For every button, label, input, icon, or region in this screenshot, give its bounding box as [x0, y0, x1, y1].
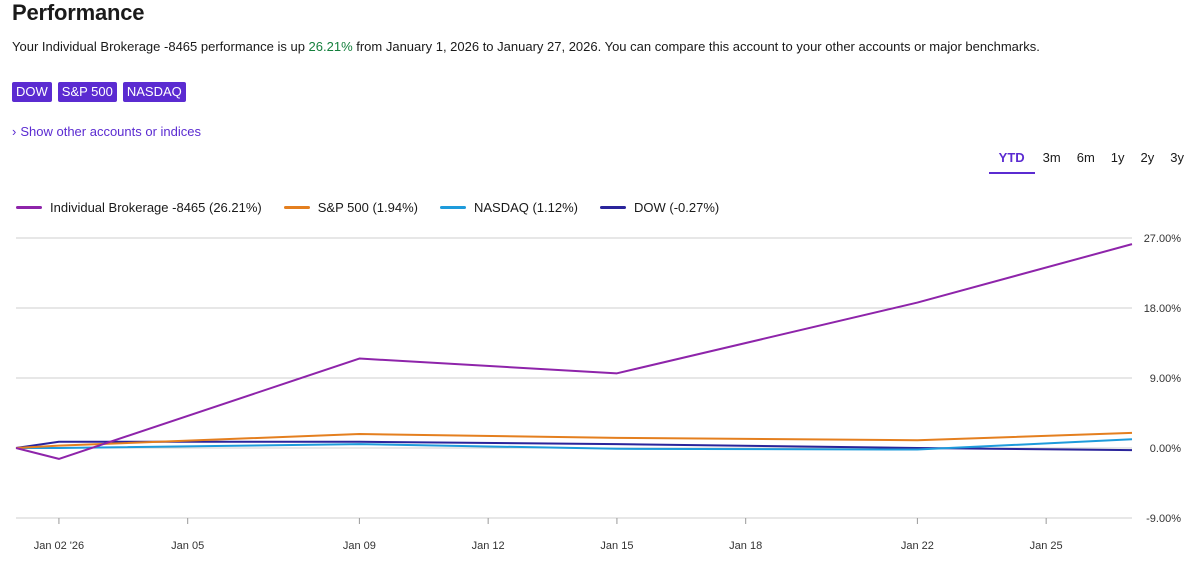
chart-legend: Individual Brokerage -8465 (26.21%) S&P …: [16, 200, 719, 215]
y-tick-label: 0.00%: [1150, 443, 1181, 455]
summary-percent: 26.21%: [308, 39, 353, 54]
benchmark-chips: DOW S&P 500 NASDAQ: [12, 82, 186, 102]
legend-swatch: [439, 206, 466, 209]
page-title: Performance: [12, 0, 145, 25]
legend-label: S&P 500 (1.94%): [317, 200, 418, 215]
performance-summary: Your Individual Brokerage -8465 performa…: [12, 39, 1040, 54]
series-line: [15, 431, 1133, 449]
summary-prefix: Your Individual Brokerage -8465 performa…: [12, 39, 309, 54]
x-tick-label: Jan 12: [472, 540, 505, 552]
legend-swatch: [283, 206, 310, 209]
legend-item: DOW (-0.27%): [600, 200, 719, 215]
chip-sp500[interactable]: S&P 500: [57, 82, 117, 102]
legend-label: NASDAQ (1.12%): [473, 200, 579, 215]
y-tick-label: 9.00%: [1150, 373, 1181, 385]
tab-range[interactable]: 6m: [1076, 150, 1095, 165]
tab-range[interactable]: 3m: [1042, 150, 1061, 165]
series-line: [15, 243, 1133, 460]
show-other-label: Show other accounts or indices: [20, 124, 201, 139]
chart-series: [15, 243, 1133, 460]
chart-grid: 27.00% 18.00% 9.00% 0.00% -9.00%: [16, 233, 1181, 525]
chip-dow[interactable]: DOW: [12, 82, 52, 102]
x-tick-label: Jan 05: [171, 540, 204, 552]
legend-item: Individual Brokerage -8465 (26.21%): [16, 200, 262, 215]
x-axis: Jan 02 '26 Jan 05 Jan 09 Jan 12 Jan 15 Jan 18…: [34, 518, 1063, 552]
y-tick-label: 27.00%: [1144, 233, 1182, 245]
legend-swatch: [600, 206, 627, 209]
y-tick-label: -9.00%: [1146, 513, 1181, 525]
tab-range[interactable]: 3y: [1170, 150, 1184, 165]
legend-item: NASDAQ (1.12%): [439, 200, 579, 215]
tab-range[interactable]: 1y: [1110, 150, 1125, 165]
chip-nasdaq[interactable]: NASDAQ: [122, 82, 186, 102]
x-tick-label: Jan 02 '26: [34, 540, 84, 552]
y-tick-label: 18.00%: [1144, 303, 1182, 315]
x-tick-label: Jan 09: [343, 540, 376, 552]
legend-swatch: [16, 206, 42, 209]
x-tick-label: Jan 18: [729, 540, 762, 552]
tab-range[interactable]: YTD: [988, 150, 1035, 174]
legend-label: Individual Brokerage -8465 (26.21%): [50, 200, 262, 215]
x-tick-label: Jan 25: [1030, 540, 1063, 552]
legend-item: S&P 500 (1.94%): [283, 200, 418, 215]
time-range-tabs: YTD 3m 6m 1y 2y 3y: [988, 150, 1192, 174]
summary-suffix: from January 1, 2026 to January 27, 2026…: [352, 39, 1040, 54]
x-tick-label: Jan 15: [600, 540, 633, 552]
show-other-link[interactable]: › Show other accounts or indices: [12, 124, 201, 139]
x-tick-label: Jan 22: [901, 540, 934, 552]
series-line: [16, 438, 1133, 451]
chevron-right-icon: ›: [12, 124, 17, 139]
legend-label: DOW (-0.27%): [634, 200, 720, 215]
tab-range[interactable]: 2y: [1140, 150, 1155, 165]
